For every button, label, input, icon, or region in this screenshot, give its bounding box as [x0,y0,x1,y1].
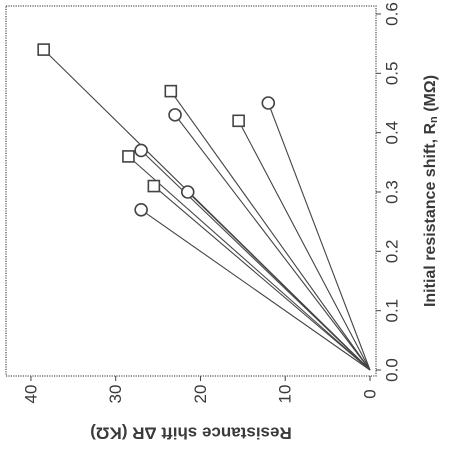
fit-line [267,102,371,371]
data-point-circle [134,203,148,217]
x-tick-label: 0.1 [383,299,402,323]
data-point-square [122,150,135,163]
y-tick-label: 40 [21,385,40,404]
x-axis-label: Initial resistance shift, Rn (MΩ) [422,75,441,307]
data-markers [37,43,276,217]
axis-ticks: 0.0 0.1 0.2 0.3 0.4 0.5 0.6 0 10 20 30 40 [21,2,401,403]
x-tick-label: 0.5 [383,62,402,86]
fit-line [170,90,371,371]
fit-line [128,155,371,371]
fit-line [174,114,371,371]
y-tick-label: 10 [276,385,295,404]
data-point-square [164,84,178,98]
fit-line [153,185,371,371]
data-point-circle [261,96,276,110]
data-point-square [147,179,161,193]
y-tick-label: 30 [106,385,125,404]
fit-line [238,120,371,371]
data-point-circle [180,185,195,199]
x-tick-label: 0.2 [383,240,402,264]
plot-frame [5,5,377,377]
y-axis-label: Resistance shift ΔR (KΩ) [90,424,292,443]
fit-line [140,209,371,371]
fit-lines [43,49,371,371]
y-tick-label: 0 [361,389,380,398]
x-tick-label: 0.0 [383,358,402,382]
x-tick-label: 0.6 [383,2,402,26]
x-tick-label: 0.3 [383,180,402,204]
fit-line [187,191,371,371]
data-point-circle [168,108,182,122]
x-tick-label: 0.4 [383,121,402,145]
data-point-square [232,114,245,128]
axis-labels: Initial resistance shift, Rn (MΩ) Resista… [90,75,440,443]
data-point-circle [134,143,148,158]
y-tick-label: 20 [191,385,210,404]
data-point-square [37,43,50,56]
